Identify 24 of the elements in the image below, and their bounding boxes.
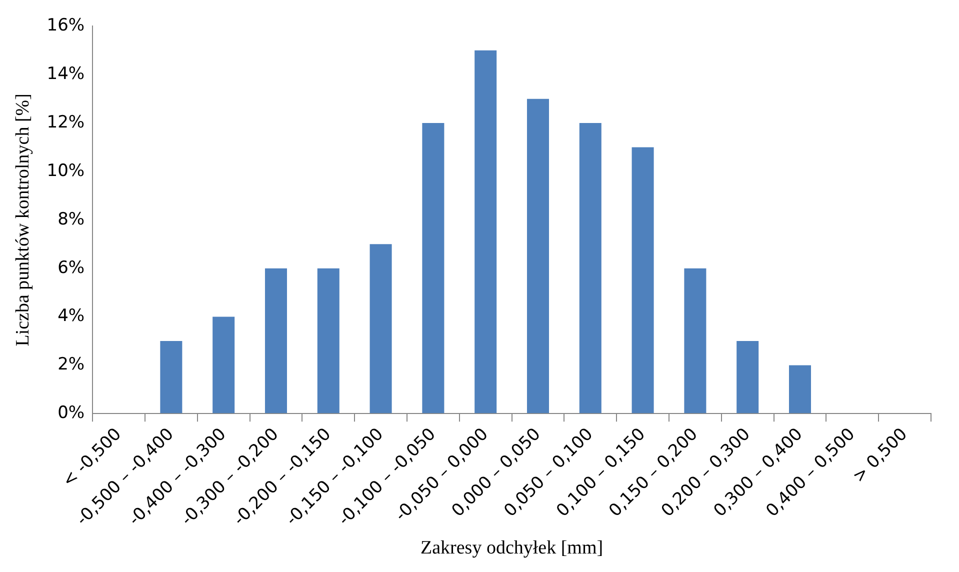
x-axis-title: Zakresy odchyłek [mm] (420, 538, 604, 559)
bar (474, 50, 497, 414)
y-tick-label: 4% (58, 306, 85, 326)
y-tick-label: 6% (58, 258, 85, 278)
bar (736, 340, 759, 414)
bar (526, 98, 549, 414)
bar (788, 365, 811, 414)
y-tick-label: 0% (58, 403, 85, 424)
y-tick-label: 2% (58, 354, 85, 375)
bar (370, 244, 392, 414)
bar (632, 147, 654, 414)
y-tick-label: 10% (46, 160, 85, 181)
bar (684, 268, 706, 414)
y-axis-title: Liczba punktów kontrolnych [%] (12, 94, 34, 346)
y-tick-label: 14% (46, 64, 85, 84)
bar (212, 316, 235, 414)
bar (317, 268, 340, 414)
y-tick-label: 12% (46, 112, 85, 132)
bar (264, 268, 287, 414)
y-tick-label: 8% (58, 209, 85, 230)
y-tick-label: 16% (46, 16, 85, 36)
bar (160, 340, 182, 414)
bar (579, 123, 602, 414)
bar (422, 123, 444, 414)
